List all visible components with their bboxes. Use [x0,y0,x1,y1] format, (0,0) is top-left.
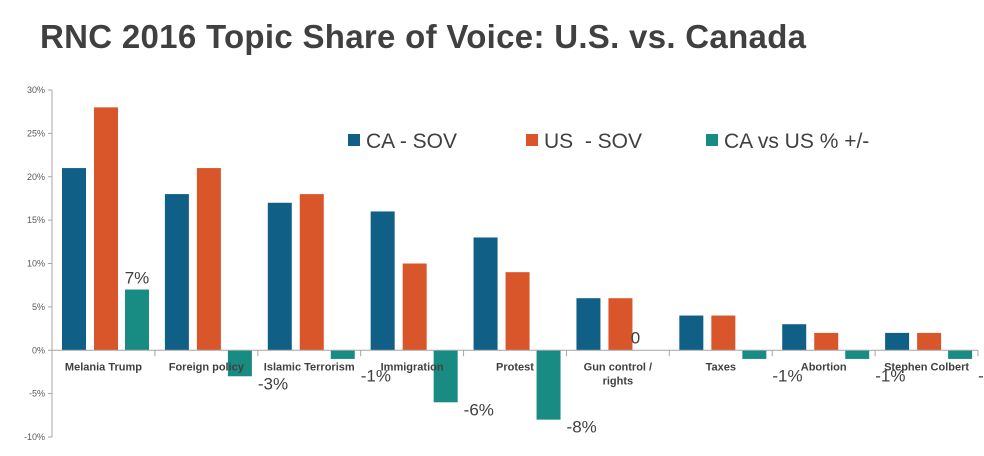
bar-series-2 [299,194,324,351]
y-tick-label: 5% [32,302,45,312]
category-label: Taxes [706,361,736,373]
category-label-line: Immigration [381,361,444,373]
legend-label: CA - SOV [366,130,457,153]
bar-series-1 [679,315,704,351]
bar-series-2 [814,332,839,351]
category-label: Melania Trump [65,361,142,373]
y-tick-label: -10% [24,432,45,442]
data-label: -1% [875,366,905,385]
bar-series-3 [227,350,252,377]
category-label: Immigration [381,361,444,373]
bar-series-2 [94,107,118,351]
bar-series-2 [505,272,530,351]
bar-series-2 [917,332,942,351]
category-label-line: Protest [496,361,534,373]
bar-series-1 [885,332,910,351]
y-tick-label: 10% [27,259,45,269]
data-label: 7% [125,269,150,288]
y-tick-label: 0% [32,345,45,355]
bar-series-3 [433,350,458,403]
data-label: -8% [567,418,597,437]
bar-series-3 [536,350,561,420]
bar-series-1 [164,194,189,351]
y-tick-label: 15% [27,215,45,225]
x-axis: Melania Trump Foreign policy Islamic Terro… [51,349,979,387]
category-label-line: rights [603,375,634,387]
legend-swatch [526,134,538,146]
category-label-line: Islamic Terrorism [264,361,355,373]
category-label-line: Gun control / [584,361,652,373]
y-tick-label: 30% [27,85,45,95]
bar-series-2 [402,263,427,351]
category-label-line: Stephen Colbert [884,361,969,373]
category-label-line: Foreign policy [169,361,245,373]
y-tick-label: -5% [29,389,45,399]
data-label: -1% [772,366,802,385]
category-label: Abortion [801,361,847,373]
bar-series-1 [267,202,292,351]
category-label: Foreign policy [169,361,245,373]
data-label: -6% [464,400,494,419]
y-axis: -10% -5% 0% 5% 10% 15% 20% 25% 30% [24,85,53,442]
bar-series-3 [330,350,355,359]
category-label-line: Abortion [801,361,847,373]
category-label-line: Taxes [706,361,736,373]
bar-series-3 [125,289,149,351]
legend: CA - SOV US - SOV CA vs US % +/- [348,130,869,153]
y-tick-label: 20% [27,172,45,182]
category-label: Islamic Terrorism [264,361,355,373]
legend-label: CA vs US % +/- [724,130,869,153]
bars [62,107,973,420]
data-label: -1% [361,366,391,385]
bar-series-1 [782,324,807,351]
bar-series-3 [845,350,870,359]
bar-series-2 [196,168,221,351]
legend-swatch [706,134,718,146]
bar-series-2 [711,315,736,351]
bar-series-2 [608,298,633,351]
legend-swatch [348,134,360,146]
bar-series-1 [576,298,601,351]
category-label: Gun control / rights [584,361,652,387]
bar-series-1 [473,237,498,351]
category-label: Protest [496,361,534,373]
data-labels: 7% -3% -1% -6% -8% 0 -1% -1% -1% [125,269,984,437]
y-tick-label: 25% [27,128,45,138]
bar-series-1 [62,168,86,351]
data-label: -1% [978,366,984,385]
category-label: Stephen Colbert [884,361,969,373]
chart-title: RNC 2016 Topic Share of Voice: U.S. vs. … [40,18,807,55]
bar-series-1 [370,211,395,351]
data-label: -3% [258,374,288,393]
bar-series-3 [948,350,973,359]
legend-label: US - SOV [544,130,642,153]
category-label-line: Melania Trump [65,361,142,373]
bar-series-3 [742,350,767,359]
data-label: 0 [631,328,640,347]
